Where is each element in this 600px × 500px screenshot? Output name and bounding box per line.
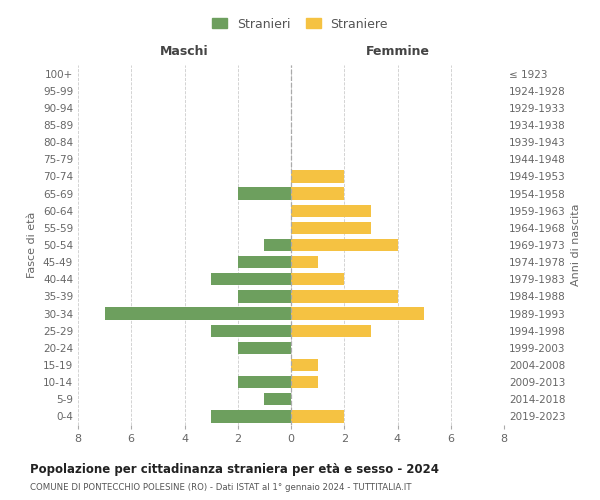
Bar (211, 324, 291, 337)
Bar (238, 256, 291, 268)
Bar (291, 273, 344, 285)
Text: COMUNE DI PONTECCHIO POLESINE (RO) - Dati ISTAT al 1° gennaio 2024 - TUTTITALIA.: COMUNE DI PONTECCHIO POLESINE (RO) - Dat… (30, 484, 412, 492)
Y-axis label: Anni di nascita: Anni di nascita (571, 204, 581, 286)
Text: Femmine: Femmine (365, 45, 430, 58)
Bar (211, 273, 291, 285)
Bar (291, 188, 344, 200)
Text: Popolazione per cittadinanza straniera per età e sesso - 2024: Popolazione per cittadinanza straniera p… (30, 462, 439, 475)
Bar (211, 410, 291, 422)
Y-axis label: Fasce di età: Fasce di età (28, 212, 37, 278)
Bar (291, 308, 424, 320)
Bar (238, 290, 291, 302)
Legend: Stranieri, Straniere: Stranieri, Straniere (208, 14, 392, 34)
Bar (291, 324, 371, 337)
Bar (291, 359, 317, 371)
Text: Maschi: Maschi (160, 45, 209, 58)
Bar (238, 376, 291, 388)
Bar (238, 342, 291, 354)
Bar (238, 188, 291, 200)
Bar (291, 290, 398, 302)
Bar (291, 376, 317, 388)
Bar (291, 222, 371, 234)
Bar (265, 393, 291, 406)
Bar (104, 308, 291, 320)
Bar (291, 170, 344, 182)
Bar (291, 256, 317, 268)
Bar (291, 204, 371, 217)
Bar (291, 239, 398, 251)
Bar (291, 410, 344, 422)
Bar (265, 239, 291, 251)
